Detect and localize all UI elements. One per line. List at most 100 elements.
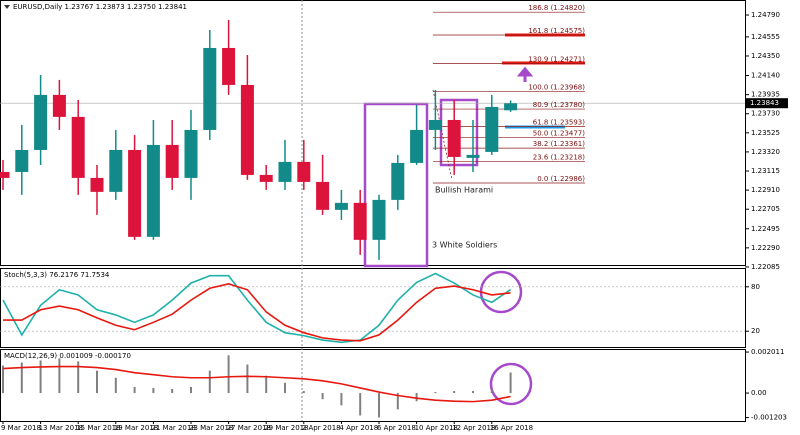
candle-body <box>109 149 123 192</box>
candle-body <box>334 202 348 210</box>
candle-body <box>485 106 499 152</box>
macd-bar <box>171 388 174 394</box>
y-tick-label: 1.24555 <box>751 33 780 41</box>
macd-bar <box>509 372 512 394</box>
x-tick-label: 27 Mar 2018 <box>227 424 271 432</box>
fib-label: 50.0 (1.23477) <box>533 129 585 137</box>
y-tick-label: 1.24350 <box>751 52 780 60</box>
macd-panel <box>0 349 746 422</box>
candle-body <box>52 94 66 117</box>
macd-bar <box>359 393 362 416</box>
candle-body <box>316 181 330 210</box>
x-tick-label: 16 Apr 2018 <box>490 424 533 432</box>
macd-title: MACD(12,26,9) 0.001009 -0.000170 <box>4 352 131 360</box>
macd-bar <box>227 355 230 394</box>
candle-body <box>240 84 254 175</box>
stoch-title: Stoch(5,3,3) 76.2176 71.7534 <box>4 271 110 279</box>
y-tick-label: 1.22085 <box>751 263 780 271</box>
macd-bar <box>58 358 61 394</box>
fib-label: 38.2 (1.23361) <box>533 140 585 148</box>
macd-bar <box>20 362 23 394</box>
fib-label: 130.9 (1.24271) <box>528 55 585 63</box>
macd-bar <box>453 391 456 394</box>
x-tick-label: 15 Mar 2018 <box>76 424 120 432</box>
macd-bar <box>302 391 305 394</box>
candle-body <box>128 149 142 237</box>
signal-line <box>2 365 511 403</box>
fib-label: 23.6 (1.23218) <box>533 153 585 161</box>
candle-body <box>428 119 442 130</box>
candle-body <box>278 161 292 182</box>
current-price-box <box>746 98 788 109</box>
macd-bar <box>340 393 343 406</box>
macd-bar <box>265 375 268 394</box>
macd-bar <box>378 393 380 418</box>
x-tick-label: 21 Mar 2018 <box>151 424 195 432</box>
candle-body <box>466 154 480 158</box>
fib-label: 186.8 (1.24820) <box>528 4 585 12</box>
candle-body <box>391 162 405 200</box>
y-tick-label: 1.24140 <box>751 72 780 80</box>
y-tick-label: 0.002011 <box>751 348 784 356</box>
candle-body <box>0 171 10 178</box>
macd-bar <box>152 387 155 394</box>
macd-bar <box>434 392 437 394</box>
y-tick-label: 1.22910 <box>751 186 780 194</box>
y-tick-label: 1.23115 <box>751 167 780 175</box>
annotation: 3 White Soldiers <box>432 241 497 250</box>
fib-label: 61.8 (1.23593) <box>533 118 585 126</box>
macd-bar <box>96 370 98 394</box>
title-icon <box>4 5 10 9</box>
stoch-line <box>3 283 511 342</box>
chart-title: EURUSD,Daily 1.23767 1.23873 1.23750 1.2… <box>13 3 187 11</box>
macd-bar <box>396 393 399 410</box>
macd-bar <box>246 364 249 394</box>
fib-label: 80.9 (1.23780) <box>533 101 585 109</box>
candle-body <box>410 129 424 163</box>
macd-bar <box>39 360 42 394</box>
macd-bar <box>77 361 80 394</box>
y-tick-label: 1.23935 <box>751 91 780 99</box>
x-tick-label: 19 Mar 2018 <box>114 424 158 432</box>
candle-body <box>15 149 29 172</box>
current-price-label: 1.23843 <box>750 99 779 107</box>
x-tick-label: 13 Mar 2018 <box>39 424 83 432</box>
y-tick-label: 1.22290 <box>751 244 780 252</box>
candle-body <box>353 202 367 240</box>
candle-body <box>504 103 518 111</box>
x-tick-label: 4 Apr 2018 <box>339 424 378 432</box>
x-tick-label: 2 Apr 2018 <box>302 424 341 432</box>
candle-body <box>259 174 273 182</box>
soldiers-box <box>363 102 429 268</box>
stoch-panel <box>0 268 746 348</box>
x-tick-label: 10 Apr 2018 <box>415 424 458 432</box>
y-tick-label: 1.22705 <box>751 205 780 213</box>
up-arrow <box>516 66 534 82</box>
candle-body <box>90 177 104 192</box>
y-tick-label: 1.23730 <box>751 110 780 118</box>
fib-levels: 186.8 (1.24820) 161.8 (1.24575) 130.9 (1.2… <box>433 4 585 184</box>
y-tick-label: -0.001203 <box>751 414 787 422</box>
y-tick-label: 1.23525 <box>751 129 780 137</box>
macd-bar <box>472 391 474 394</box>
x-tick-label: 12 Apr 2018 <box>452 424 495 432</box>
candle-body <box>34 94 48 150</box>
y-tick-label: 80 <box>751 283 760 291</box>
y-tick-label: 1.23320 <box>751 148 780 156</box>
fib-label: 0.0 (1.22986) <box>537 175 585 183</box>
macd-bar <box>415 393 418 402</box>
candle-body <box>184 129 198 178</box>
y-tick-label: 0.00 <box>751 389 767 397</box>
fib-anchor <box>432 89 453 181</box>
macd-bar <box>2 365 4 394</box>
candle-body <box>146 144 160 237</box>
macd-bar <box>208 370 211 394</box>
macd-bar <box>284 382 286 394</box>
y-tick-label: 1.22495 <box>751 225 780 233</box>
macd-bar <box>114 377 117 394</box>
x-tick-label: 23 Mar 2018 <box>189 424 233 432</box>
y-tick-label: 20 <box>751 327 760 335</box>
fib-label: 100.0 (1.23968) <box>528 84 585 92</box>
stoch-line <box>2 272 512 344</box>
